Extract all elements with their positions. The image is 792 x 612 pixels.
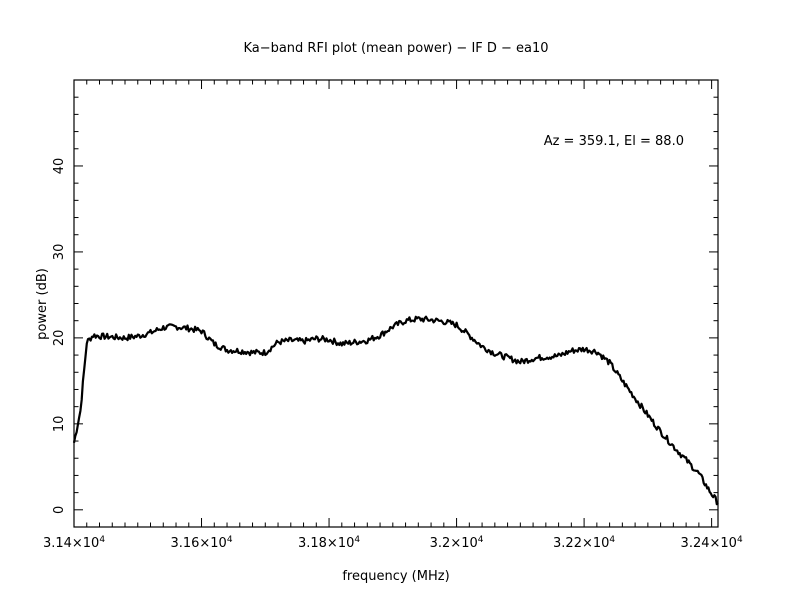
y-axis-ticks: 0 10 20 30 40 (52, 96, 718, 514)
y-axis-label: power (dB) (35, 268, 50, 340)
y-tick-label: 30 (52, 244, 67, 261)
y-tick-label: 20 (52, 330, 67, 347)
x-tick-label: 3.24×104 (681, 535, 743, 551)
x-tick-label: 3.14×104 (43, 535, 105, 551)
x-tick-label: 3.16×104 (170, 535, 232, 551)
chart-title: Ka−band RFI plot (mean power) − IF D − e… (243, 41, 548, 56)
y-tick-label: 0 (52, 506, 67, 514)
y-tick-label: 10 (52, 416, 67, 433)
power-series-line (72, 315, 719, 506)
az-el-annotation: Az = 359.1, El = 88.0 (544, 134, 684, 149)
x-tick-label: 3.2×104 (430, 535, 484, 551)
x-tick-label: 3.22×104 (553, 535, 615, 551)
x-axis-label: frequency (MHz) (342, 569, 449, 584)
x-tick-label: 3.18×104 (298, 535, 360, 551)
x-axis-ticks: 3.14×104 3.16×104 3.18×104 3.2×104 3.22×104 3… (43, 80, 743, 551)
y-tick-label: 40 (52, 158, 67, 175)
